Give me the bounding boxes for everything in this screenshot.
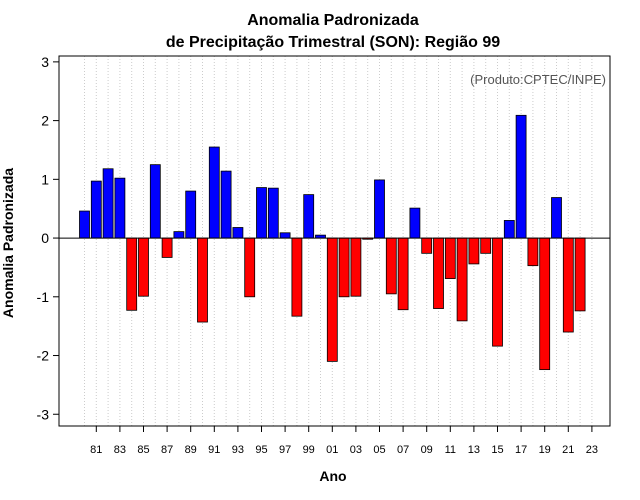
bar-1987 — [161, 237, 173, 258]
x-axis: 81 83 85 87 89 91 93 95 97 99 01 03 05 07 09 11 13 15 17 19… — [90, 426, 598, 456]
bar-2005 — [374, 179, 385, 239]
x-tick-label: 95 — [255, 444, 267, 456]
bar-2012 — [456, 237, 468, 322]
bar-1995 — [256, 187, 267, 239]
bar-1986 — [149, 164, 161, 239]
chart-title-line2: de Precipitação Trimestral (SON): Região… — [166, 34, 500, 51]
bar-1980 — [79, 210, 90, 239]
x-tick-label: 99 — [303, 444, 315, 456]
bar-2014 — [480, 237, 492, 254]
chart-title-line1: Anomalia Padronizada — [247, 12, 419, 29]
x-tick-label: 97 — [279, 444, 291, 456]
x-tick-label: 05 — [373, 444, 385, 456]
bar-2003 — [350, 237, 362, 297]
x-tick-label: 19 — [539, 444, 551, 456]
x-tick-label: 81 — [90, 444, 102, 456]
bar-2020 — [551, 197, 562, 239]
x-tick-label: 21 — [562, 444, 574, 456]
bar-1993 — [232, 227, 244, 239]
bar-2008 — [409, 207, 421, 239]
bar-1998 — [291, 237, 303, 317]
bar-1982 — [102, 168, 114, 239]
bar-2011 — [444, 237, 456, 279]
bar-2001 — [326, 237, 338, 362]
bar-2016 — [503, 220, 515, 239]
credit-label: (Produto:CPTEC/INPE) — [470, 72, 606, 87]
bar-2015 — [492, 237, 503, 347]
bar-2022 — [574, 237, 586, 312]
bars — [79, 114, 586, 371]
y-tick-label: -1 — [37, 289, 50, 305]
x-tick-label: 91 — [208, 444, 220, 456]
y-axis: -3 -2 -1 0 1 2 3 — [37, 54, 59, 422]
x-tick-label: 03 — [350, 444, 362, 456]
bar-2010 — [433, 237, 444, 309]
x-axis-label: Ano — [319, 468, 346, 484]
y-tick-label: -3 — [37, 406, 50, 422]
y-tick-label: -2 — [37, 348, 50, 364]
bar-1985 — [138, 237, 149, 297]
x-tick-label: 85 — [137, 444, 149, 456]
plot-frame — [58, 55, 611, 427]
x-tick-label: 17 — [515, 444, 527, 456]
bar-2009 — [421, 237, 433, 254]
x-tick-label: 83 — [114, 444, 126, 456]
x-tick-label: 15 — [491, 444, 503, 456]
bar-1984 — [126, 237, 138, 311]
y-tick-label: 1 — [41, 171, 49, 187]
bar-1989 — [185, 190, 197, 239]
x-tick-label: 23 — [586, 444, 598, 456]
y-tick-label: 2 — [41, 113, 49, 129]
y-tick-label: 0 — [41, 230, 49, 246]
bar-1999 — [303, 194, 315, 239]
bar-1990 — [197, 237, 208, 323]
bar-1991 — [208, 146, 220, 239]
bar-1997 — [279, 232, 291, 239]
bar-1996 — [267, 187, 279, 239]
grid-lines — [84, 56, 593, 426]
bar-1994 — [244, 237, 256, 298]
bar-2018 — [527, 237, 539, 267]
x-tick-label: 89 — [185, 444, 197, 456]
bar-2007 — [397, 237, 409, 311]
bar-2002 — [338, 237, 350, 298]
x-tick-label: 11 — [445, 444, 456, 456]
x-tick-label: 87 — [161, 444, 173, 456]
bar-1988 — [173, 231, 185, 239]
x-tick-label: 07 — [397, 444, 409, 456]
bar-1992 — [220, 170, 232, 239]
bar-2006 — [385, 237, 397, 295]
bar-2019 — [539, 237, 551, 371]
bar-2021 — [562, 237, 574, 333]
x-tick-label: 13 — [468, 444, 480, 456]
x-tick-label: 01 — [326, 444, 338, 456]
bar-1981 — [90, 180, 102, 239]
x-tick-label: 09 — [421, 444, 433, 456]
y-axis-label: Anomalia Padronizada — [0, 168, 16, 318]
x-tick-label: 93 — [232, 444, 244, 456]
y-tick-label: 3 — [41, 54, 49, 70]
bar-1983 — [114, 177, 126, 239]
bar-2017 — [515, 114, 527, 239]
bar-2013 — [468, 237, 480, 265]
